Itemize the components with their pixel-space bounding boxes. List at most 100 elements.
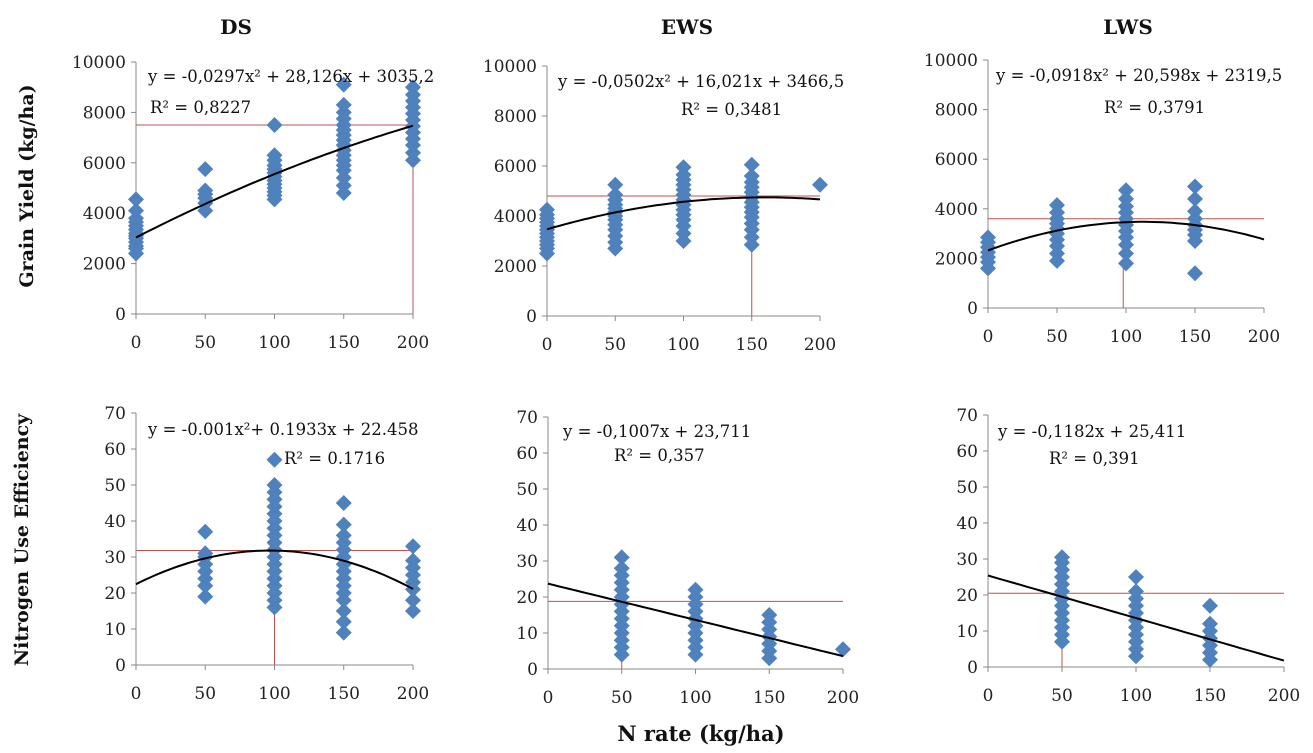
trendline	[987, 574, 1285, 662]
data-point	[335, 624, 352, 641]
y-tick-label: 50	[956, 478, 978, 498]
y-tick-label: 0	[115, 305, 126, 325]
y-axis-label-grain-yield: Grain Yield (kg/ha)	[16, 84, 38, 287]
y-tick-label: 40	[956, 514, 978, 534]
data-point	[197, 588, 214, 605]
r-squared-label: R² = 0,391	[1049, 449, 1140, 468]
y-tick-label: 70	[104, 404, 126, 424]
data-point	[687, 581, 704, 598]
y-tick-label: 20	[104, 584, 126, 604]
data-point	[128, 202, 144, 219]
y-tick-label: 0	[967, 299, 978, 319]
y-tick-label: 60	[516, 444, 538, 464]
x-tick-label: 200	[804, 335, 836, 355]
data-point	[1128, 583, 1144, 600]
x-tick-label: 0	[131, 684, 142, 704]
data-point	[1187, 265, 1203, 282]
data-point	[197, 161, 214, 178]
x-tick-label: 150	[1179, 327, 1211, 347]
y-tick-label: 60	[104, 440, 126, 460]
regression-equation: y = -0,1182x + 25,411	[997, 422, 1186, 441]
r-squared-label: R² = 0,3481	[681, 100, 782, 119]
y-tick-label: 40	[104, 512, 126, 532]
x-tick-label: 200	[397, 684, 429, 704]
data-point	[335, 96, 352, 113]
x-tick-label: 50	[194, 333, 216, 353]
data-point	[335, 527, 352, 544]
y-tick-label: 10	[516, 624, 538, 644]
data-point	[1187, 203, 1203, 220]
panel-ews-yield: 0 2000 4000 6000 8000 10000 0 50 100 150 200 y = -0…	[483, 57, 844, 355]
data-point	[607, 186, 624, 203]
x-tick-label: 200	[397, 333, 429, 353]
y-tick-label: 30	[516, 552, 538, 572]
data-point	[761, 607, 778, 623]
data-point	[743, 168, 760, 184]
data-point	[335, 76, 352, 93]
data-point	[197, 523, 214, 540]
data-point	[613, 560, 630, 577]
x-tick-label: 100	[667, 335, 699, 355]
x-tick-label: 100	[1120, 686, 1152, 706]
y-tick-label: 50	[516, 480, 538, 500]
x-tick-label: 100	[1110, 327, 1142, 347]
trendline	[987, 220, 1265, 252]
data-point	[675, 159, 692, 176]
r-squared-label: R² = 0,3791	[1104, 98, 1205, 117]
regression-equation: y = -0,1007x + 23,711	[562, 422, 751, 441]
x-tick-label: 100	[258, 333, 290, 353]
data-point	[335, 603, 352, 619]
y-tick-label: 2000	[494, 257, 537, 277]
y-tick-label: 0	[527, 660, 538, 680]
data-point	[1202, 597, 1218, 614]
data-point	[266, 451, 283, 468]
y-tick-label: 6000	[935, 150, 978, 170]
y-tick-label: 20	[956, 586, 978, 606]
data-point	[1128, 569, 1144, 585]
y-tick-label: 4000	[935, 200, 978, 220]
y-tick-label: 2000	[935, 249, 978, 269]
x-tick-label: 50	[1051, 686, 1073, 706]
column-title-ews: EWS	[661, 15, 713, 39]
x-tick-label: 50	[604, 335, 626, 355]
data-point	[1049, 197, 1065, 214]
y-tick-label: 0	[115, 656, 126, 676]
y-tick-label: 10000	[924, 51, 978, 71]
x-tick-label: 50	[1046, 327, 1068, 347]
y-tick-label: 30	[104, 548, 126, 568]
y-tick-label: 8000	[494, 107, 537, 127]
x-tick-label: 0	[543, 688, 554, 708]
data-point	[128, 191, 144, 208]
data-point	[613, 549, 630, 566]
trendline	[135, 124, 414, 239]
y-tick-label: 30	[956, 550, 978, 570]
data-point	[335, 495, 352, 511]
data-point	[1118, 245, 1134, 262]
y-tick-label: 0	[526, 307, 537, 327]
y-tick-label: 8000	[83, 103, 126, 123]
x-tick-label: 0	[542, 335, 553, 355]
data-point	[335, 613, 352, 630]
x-tick-label: 0	[131, 333, 142, 353]
regression-equation: y = -0,0297x² + 28,126x + 3035,2	[147, 67, 434, 86]
y-tick-label: 20	[516, 588, 538, 608]
data-point	[1118, 182, 1134, 199]
panel-ds-yield: 0 2000 4000 6000 8000 10000 0 50 100 150 200 y = -0…	[72, 53, 434, 353]
data-point	[539, 201, 555, 218]
data-point	[335, 516, 352, 533]
x-tick-label: 150	[753, 688, 785, 708]
y-tick-label: 10000	[483, 57, 537, 77]
y-tick-label: 8000	[935, 101, 978, 121]
data-point	[743, 156, 760, 173]
data-point	[1054, 549, 1070, 566]
r-squared-label: R² = 0,8227	[150, 98, 251, 117]
panel-ds-nue: 0 10 20 30 40 50 60 70 0 50 100 150 200 y = -0.001x²+…	[104, 404, 429, 704]
panel-lws-yield: 0 2000 4000 6000 8000 10000 0 50 100 150 200 y = -0…	[924, 51, 1282, 347]
data-point	[607, 176, 624, 193]
regression-equation: y = -0,0502x² + 16,021x + 3466,5	[557, 72, 844, 91]
y-tick-label: 70	[956, 406, 978, 426]
y-tick-label: 6000	[494, 157, 537, 177]
regression-equation: y = -0.001x²+ 0.1933x + 22.458	[147, 420, 419, 439]
data-point	[1187, 190, 1203, 207]
data-point	[405, 79, 421, 96]
